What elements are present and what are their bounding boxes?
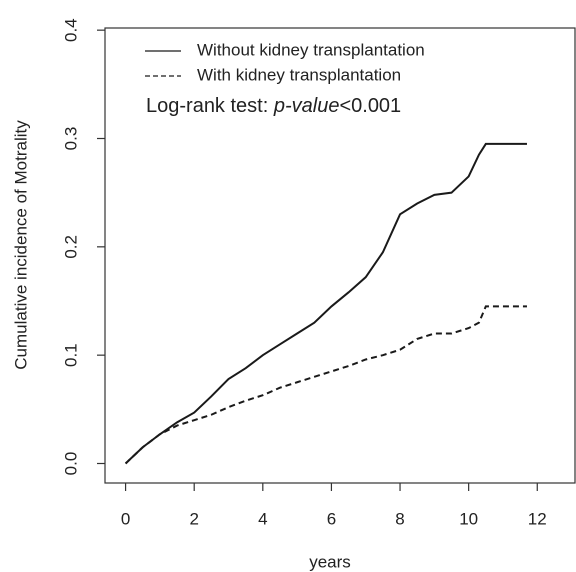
annotation: Log-rank test: p-value<0.001 [146, 95, 401, 117]
series-line [124, 142, 527, 465]
y-tick-label: 0.0 [61, 452, 80, 476]
annotation-part: <0.001 [339, 95, 401, 117]
y-tick-label: 0.4 [61, 18, 80, 42]
annotation-part: p-value [273, 95, 340, 117]
y-tick-label: 0.3 [61, 127, 80, 151]
y-axis-title: Cumulative incidence of Motrality [11, 120, 30, 370]
x-tick-label: 0 [121, 509, 130, 528]
x-tick-label: 10 [459, 509, 478, 528]
y-tick-label: 0.2 [61, 235, 80, 259]
legend-label: With kidney transplantation [197, 65, 401, 84]
x-axis-title: years [309, 552, 351, 571]
x-tick-label: 2 [189, 509, 198, 528]
x-tick-label: 12 [528, 509, 547, 528]
legend-label: Without kidney transplantation [197, 40, 425, 59]
x-tick-label: 4 [258, 509, 267, 528]
y-tick-label: 0.1 [61, 343, 80, 367]
series-line [124, 305, 527, 465]
annotation-part: Log-rank test: [146, 95, 274, 117]
x-tick-label: 6 [327, 509, 336, 528]
plot-frame [104, 27, 576, 484]
x-tick-label: 8 [395, 509, 404, 528]
